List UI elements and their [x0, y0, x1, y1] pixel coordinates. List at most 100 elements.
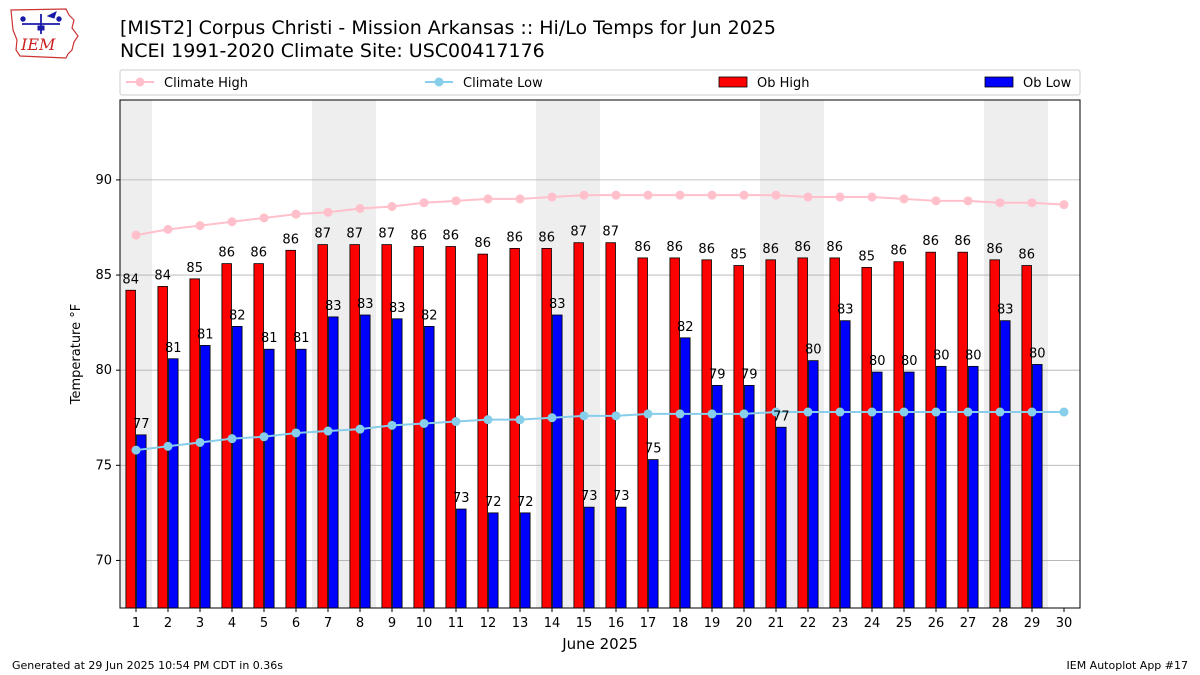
legend: Climate High Climate Low Ob High Ob Low: [119, 69, 1081, 96]
ob-low-bar: [776, 426, 787, 609]
ob-low-bar: [616, 506, 627, 609]
climate-high-point: [899, 194, 909, 204]
y-tick-label: 90: [95, 173, 112, 188]
ob-low-label: 80: [965, 348, 982, 363]
x-tick-label: 7: [324, 616, 332, 631]
ob-low-label: 73: [453, 491, 470, 506]
x-tick-label: 29: [1024, 616, 1041, 631]
x-axis-label: June 2025: [561, 635, 638, 653]
x-tick-label: 11: [448, 616, 465, 631]
x-tick-label: 2: [164, 616, 172, 631]
ob-low-bar: [872, 371, 883, 609]
ob-low-bar: [136, 434, 147, 609]
ob-high-bar: [957, 251, 968, 609]
climate-low-point: [419, 418, 429, 428]
climate-low-point: [739, 409, 749, 419]
ob-low-label: 72: [517, 495, 534, 510]
logo-text: IEM: [20, 35, 56, 54]
climate-low-point: [803, 407, 813, 417]
legend-frame: [119, 69, 1081, 96]
ob-high-bar: [765, 259, 776, 609]
x-tick-label: 30: [1056, 616, 1073, 631]
ob-low-bar: [360, 314, 371, 609]
ob-low-label: 82: [421, 308, 438, 323]
climate-low-point: [483, 415, 493, 425]
ob-low-bar: [456, 508, 467, 609]
climate-low-point: [451, 417, 461, 427]
ob-low-label: 81: [197, 327, 214, 342]
climate-high-point: [963, 196, 973, 206]
ob-low-label: 82: [677, 320, 694, 335]
ob-high-label: 86: [666, 240, 683, 255]
bars: [125, 242, 1043, 609]
ob-high-label: 86: [794, 240, 811, 255]
ob-high-bar: [797, 257, 808, 609]
ob-low-bar: [264, 348, 275, 609]
ob-high-label: 86: [826, 240, 843, 255]
x-tick-label: 26: [928, 616, 945, 631]
ob-low-bar: [808, 360, 819, 609]
ob-high-bar: [701, 259, 712, 609]
legend-climate-low-label: Climate Low: [463, 76, 543, 91]
ob-low-label: 72: [485, 495, 502, 510]
climate-low-point: [291, 428, 301, 438]
ob-high-label: 86: [442, 229, 459, 244]
x-tick-label: 25: [896, 616, 913, 631]
climate-low-line: [135, 411, 1064, 452]
climate-low-point: [323, 426, 333, 436]
ob-low-bar: [680, 337, 691, 609]
ob-low-bar: [552, 314, 563, 609]
climate-high-point: [387, 202, 397, 212]
climate-low-point: [195, 437, 205, 447]
x-tick-label: 12: [480, 616, 497, 631]
ob-low-bar: [200, 345, 211, 609]
ob-low-label: 83: [837, 303, 854, 318]
ob-high-label: 86: [890, 244, 907, 259]
ob-low-label: 83: [997, 303, 1014, 318]
climate-lines: [131, 190, 1069, 455]
climate-high-point: [771, 190, 781, 200]
x-tick-label: 15: [576, 616, 593, 631]
ob-low-label: 77: [133, 417, 150, 432]
ob-low-bar: [520, 512, 531, 609]
legend-ob-high-label: Ob High: [757, 76, 810, 91]
ob-high-label: 86: [954, 234, 971, 249]
footer-generated-text: Generated at 29 Jun 2025 10:54 PM CDT in…: [12, 659, 284, 672]
climate-high-point: [931, 196, 941, 206]
ob-low-bar: [840, 320, 851, 609]
ob-low-label: 79: [741, 367, 758, 382]
climate-low-point: [707, 409, 717, 419]
chart-subtitle: NCEI 1991-2020 Climate Site: USC00417176: [120, 40, 545, 62]
climate-high-line: [135, 194, 1065, 237]
climate-low-point: [867, 407, 877, 417]
climate-high-point: [163, 224, 173, 234]
ob-high-bar: [477, 253, 488, 609]
ob-high-label: 87: [570, 225, 587, 240]
weekend-shading: [120, 100, 1048, 608]
ob-high-bar: [669, 257, 680, 609]
ob-high-label: 86: [282, 232, 299, 247]
climate-low-point: [899, 407, 909, 417]
ob-low-label: 83: [325, 299, 342, 314]
climate-low-point: [643, 409, 653, 419]
ob-high-label: 86: [250, 246, 267, 261]
ob-low-bar: [584, 506, 595, 609]
ob-low-label: 80: [869, 354, 886, 369]
climate-high-point: [195, 221, 205, 231]
ob-low-label: 83: [357, 297, 374, 312]
ob-low-bar: [424, 326, 435, 609]
climate-high-point: [483, 194, 493, 204]
ob-low-bar: [328, 316, 339, 609]
ob-high-bar: [573, 242, 584, 609]
x-tick-label: 4: [228, 616, 236, 631]
ob-high-label: 87: [378, 227, 395, 242]
ob-high-bar: [925, 251, 936, 609]
ob-high-label: 87: [346, 227, 363, 242]
ob-high-label: 86: [538, 230, 555, 245]
ob-low-bar: [168, 358, 179, 609]
climate-low-point: [675, 409, 685, 419]
ob-high-label: 86: [506, 230, 523, 245]
x-tick-label: 5: [260, 616, 268, 631]
weekend-band-15: [568, 100, 600, 608]
ob-low-bar: [1032, 364, 1043, 609]
